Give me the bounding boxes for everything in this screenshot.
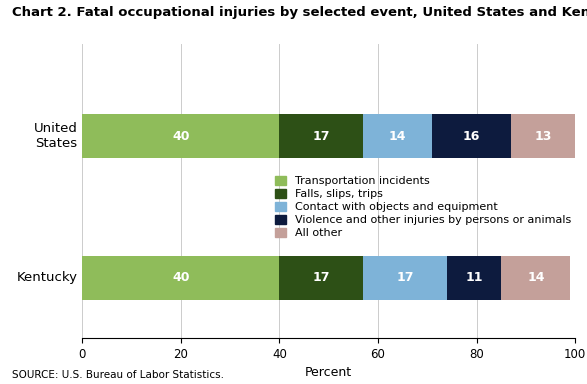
Text: 40: 40: [172, 271, 190, 284]
Text: 17: 17: [396, 271, 414, 284]
Text: 14: 14: [389, 130, 407, 143]
Bar: [363, 114, 432, 158]
Text: 11: 11: [465, 271, 483, 284]
Bar: [511, 114, 575, 158]
Text: 13: 13: [535, 130, 552, 143]
Text: 14: 14: [527, 271, 545, 284]
Legend: Transportation incidents, Falls, slips, trips, Contact with objects and equipmen: Transportation incidents, Falls, slips, …: [275, 176, 571, 238]
Bar: [82, 256, 279, 300]
Text: 40: 40: [172, 130, 190, 143]
Bar: [432, 114, 511, 158]
Bar: [279, 256, 363, 300]
Text: 16: 16: [463, 130, 480, 143]
Bar: [447, 256, 501, 300]
Bar: [279, 114, 363, 158]
Text: 17: 17: [312, 271, 330, 284]
Text: SOURCE: U.S. Bureau of Labor Statistics.: SOURCE: U.S. Bureau of Labor Statistics.: [12, 370, 224, 380]
Text: Chart 2. Fatal occupational injuries by selected event, United States and Kentuc: Chart 2. Fatal occupational injuries by …: [12, 6, 587, 19]
Text: 17: 17: [312, 130, 330, 143]
Bar: [82, 114, 279, 158]
X-axis label: Percent: Percent: [305, 366, 352, 379]
Bar: [501, 256, 571, 300]
Bar: [363, 256, 447, 300]
